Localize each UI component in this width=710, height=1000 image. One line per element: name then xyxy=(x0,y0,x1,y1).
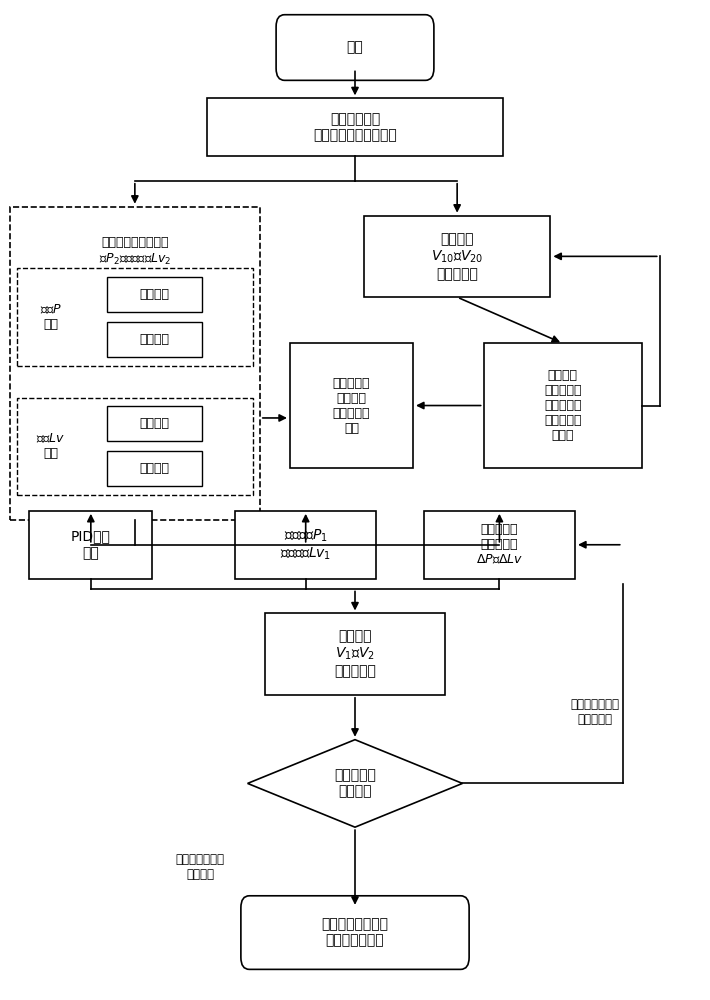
FancyBboxPatch shape xyxy=(235,511,376,579)
Text: 液位$Lv$
变化: 液位$Lv$ 变化 xyxy=(36,432,65,460)
Text: 压力降低: 压力降低 xyxy=(139,333,169,346)
Polygon shape xyxy=(248,740,462,827)
FancyBboxPatch shape xyxy=(106,322,202,357)
FancyBboxPatch shape xyxy=(265,613,445,695)
Text: 压力$P$
变化: 压力$P$ 变化 xyxy=(40,303,62,331)
Text: 冷凝器压力、液位
双恒定稳定运行: 冷凝器压力、液位 双恒定稳定运行 xyxy=(322,917,388,948)
FancyBboxPatch shape xyxy=(10,207,260,520)
FancyBboxPatch shape xyxy=(17,268,253,366)
Text: PID控制
方法: PID控制 方法 xyxy=(71,530,111,560)
FancyBboxPatch shape xyxy=(106,451,202,486)
FancyBboxPatch shape xyxy=(106,406,202,441)
Text: 计算阀位
$V_1$，$V_2$
（预期值）: 计算阀位 $V_1$，$V_2$ （预期值） xyxy=(334,630,376,679)
FancyBboxPatch shape xyxy=(290,343,413,468)
Text: 压力升高: 压力升高 xyxy=(139,288,169,301)
Text: 液位降低: 液位降低 xyxy=(139,462,169,475)
FancyBboxPatch shape xyxy=(207,98,503,156)
Text: 压力、液位
偏差计算: 压力、液位 偏差计算 xyxy=(334,768,376,799)
FancyBboxPatch shape xyxy=(106,277,202,312)
FancyBboxPatch shape xyxy=(484,343,642,468)
FancyBboxPatch shape xyxy=(29,511,153,579)
FancyBboxPatch shape xyxy=(364,216,550,297)
Text: 当前阀位
$V_{10}$，$V_{20}$
（实际值）: 当前阀位 $V_{10}$，$V_{20}$ （实际值） xyxy=(431,232,484,281)
Text: 压力、液位偏差
不满足要求: 压力、液位偏差 不满足要求 xyxy=(570,698,619,726)
FancyBboxPatch shape xyxy=(424,511,575,579)
Text: 液位升高: 液位升高 xyxy=(139,417,169,430)
Text: 压力、液位
偏差计算器
$\Delta P$，$\Delta Lv$: 压力、液位 偏差计算器 $\Delta P$，$\Delta Lv$ xyxy=(476,523,523,566)
FancyBboxPatch shape xyxy=(241,896,469,969)
FancyBboxPatch shape xyxy=(17,398,253,495)
Text: 开始: 开始 xyxy=(346,41,364,55)
FancyBboxPatch shape xyxy=(276,15,434,80)
Text: 控制对象
循环冷却水
进口调节阀
凝结水出口
调节阀: 控制对象 循环冷却水 进口调节阀 凝结水出口 调节阀 xyxy=(544,369,581,442)
Text: 压力、液位偏差
满足要求: 压力、液位偏差 满足要求 xyxy=(175,853,224,881)
Text: 冷凝器现象及实际压
力$P_2$、实际液位$Lv_2$: 冷凝器现象及实际压 力$P_2$、实际液位$Lv_2$ xyxy=(99,236,171,267)
Text: 循环冷却水
进口流量
凝结水出口
流量: 循环冷却水 进口流量 凝结水出口 流量 xyxy=(333,377,370,435)
Text: 边界条件变化
（排汽、循环冷却水）: 边界条件变化 （排汽、循环冷却水） xyxy=(313,112,397,142)
Text: 设定压力$P_1$
设定液位$Lv_1$: 设定压力$P_1$ 设定液位$Lv_1$ xyxy=(280,527,332,562)
